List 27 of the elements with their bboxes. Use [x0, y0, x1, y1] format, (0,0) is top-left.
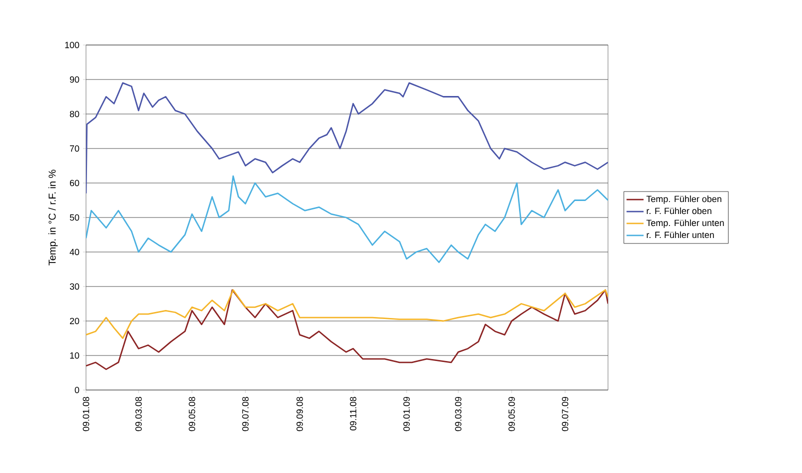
- x-tick-label: 09.05.08: [188, 396, 196, 432]
- x-tick-label: 09.01.09: [403, 396, 410, 432]
- x-tick-label: 09.07.08: [242, 396, 249, 432]
- y-tick-label: 50: [70, 214, 80, 221]
- x-tick-label: 09.05.09: [508, 396, 515, 432]
- x-tick-label: 09.01.08: [82, 396, 90, 432]
- x-tick-label: 09.11.08: [350, 396, 356, 430]
- y-tick-label: 20: [70, 318, 80, 324]
- y-tick-label: 40: [70, 248, 80, 256]
- y-tick-label: 100: [65, 42, 80, 48]
- y-tick-label: 80: [70, 110, 80, 118]
- legend-label: r. F. Fühler oben: [646, 208, 712, 214]
- legend-label: Temp. Fühler unten: [646, 219, 724, 228]
- legend-label: r. F. Fühler unten: [646, 231, 714, 238]
- x-tick-label: 09.03.09: [455, 396, 462, 432]
- y-tick-label: 0: [74, 386, 80, 394]
- x-tick-label: 09.09.08: [296, 396, 303, 432]
- y-tick-label: 90: [70, 76, 80, 83]
- legend-label: Temp. Fühler oben: [646, 196, 722, 204]
- line-series: [86, 175, 608, 264]
- y-tick-label: 70: [70, 145, 80, 152]
- y-tick-label: 10: [70, 352, 80, 359]
- x-tick-label: 09.07.09: [562, 396, 568, 432]
- y-axis-title: Temp. in °C / r.F. in %: [48, 170, 58, 266]
- y-tick-label: 30: [70, 283, 80, 290]
- y-tick-label: 60: [70, 180, 80, 186]
- x-tick-label: 09.03.08: [135, 396, 142, 432]
